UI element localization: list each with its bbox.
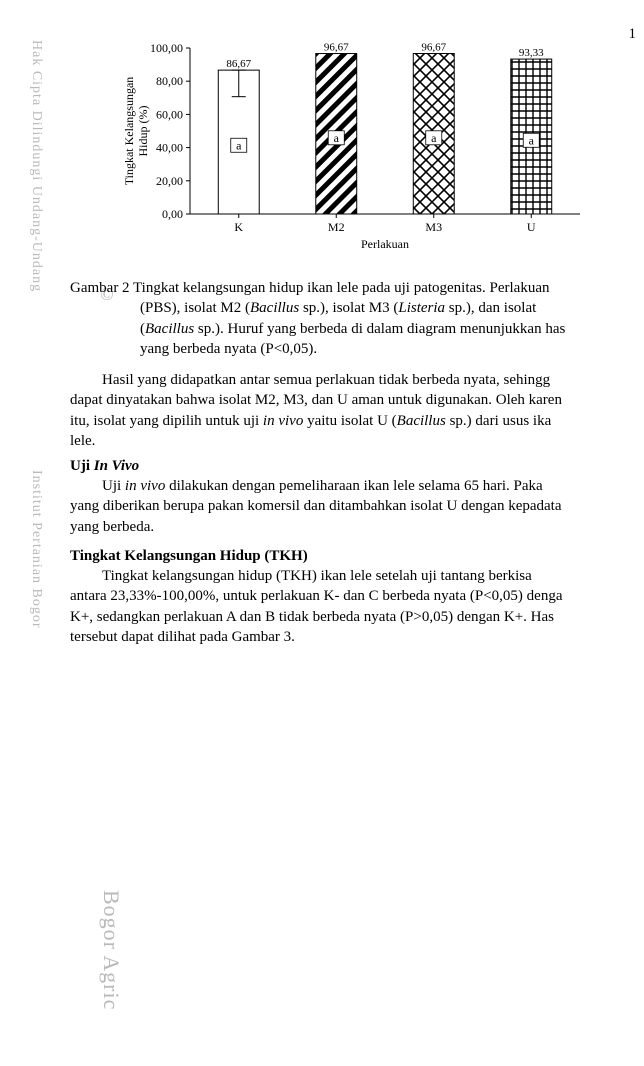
svg-text:40,00: 40,00 — [156, 141, 183, 155]
body-text: dapat dinyatakan bahwa isolat M2, M3, da… — [70, 392, 562, 408]
svg-text:a: a — [529, 133, 535, 147]
body-text: yaitu isolat U ( — [303, 413, 396, 429]
body-text: lele. — [70, 433, 95, 449]
svg-text:96,67: 96,67 — [324, 42, 349, 54]
heading-tkh: Tingkat Kelangsungan Hidup (TKH) — [70, 548, 308, 565]
body-text: Hasil yang didapatkan antar semua perlak… — [102, 372, 550, 388]
paragraph-in-vivo: Uji in vivo dilakukan dengan pemeliharaa… — [70, 476, 644, 537]
survival-chart: 0,00 20,00 40,00 60,00 80,00 100,00 Tingkat Ke… — [120, 34, 590, 254]
paragraph-patogenitas: Hasil yang didapatkan antar semua perlak… — [70, 370, 644, 451]
caption-italic: Listeria — [398, 300, 445, 316]
body-text: K+, sedangkan perlakuan A dan B tidak be… — [70, 609, 554, 625]
heading-italic: In Vivo — [94, 458, 139, 474]
caption-text: (PBS), isolat M2 ( — [140, 300, 250, 316]
watermark-copyright: Hak Cipta Dilindungi Undang-Undang — [26, 40, 44, 440]
figure-caption: Gambar 2 Tingkat kelangsungan hidup ikan… — [70, 278, 644, 359]
svg-text:0,00: 0,00 — [162, 207, 183, 221]
body-text: yang berbeda. — [70, 519, 154, 535]
body-text: Tingkat kelangsungan hidup (TKH) ikan le… — [102, 568, 532, 584]
caption-text: yang berbeda nyata (P<0,05). — [140, 341, 317, 357]
body-text: dilakukan dengan pemeliharaan ikan lele … — [165, 478, 542, 494]
paragraph-tkh: Tingkat kelangsungan hidup (TKH) ikan le… — [70, 566, 644, 647]
svg-text:60,00: 60,00 — [156, 107, 183, 121]
watermark-ipb: Institut Pertanian Bogor — [26, 470, 44, 629]
svg-text:86,67: 86,67 — [226, 58, 251, 70]
svg-text:a: a — [431, 131, 437, 145]
body-italic: in vivo — [263, 413, 303, 429]
caption-italic: Bacillus — [145, 321, 194, 337]
svg-text:K: K — [234, 220, 243, 234]
caption-text: sp.), isolat M3 ( — [299, 300, 398, 316]
svg-text:a: a — [236, 138, 242, 152]
body-italic: in vivo — [125, 478, 165, 494]
svg-text:100,00: 100,00 — [150, 41, 183, 55]
body-text: tersebut dapat dilihat pada Gambar 3. — [70, 629, 295, 645]
caption-text: sp.). Huruf yang berbeda di dalam diagra… — [194, 321, 565, 337]
body-text: antara 23,33%-100,00%, untuk perlakuan K… — [70, 588, 562, 604]
heading-text: Uji — [70, 458, 94, 474]
body-text: itu, isolat yang dipilih untuk uji — [70, 413, 263, 429]
svg-text:20,00: 20,00 — [156, 174, 183, 188]
svg-text:U: U — [527, 220, 536, 234]
body-text: sp.) dari usus ika — [446, 413, 551, 429]
svg-text:Perlakuan: Perlakuan — [361, 237, 409, 251]
body-text: yang diberikan berupa pakan komersil dan… — [70, 498, 562, 514]
watermark-bogor: Bogor Agric — [98, 890, 124, 1010]
caption-italic: Bacillus — [250, 300, 299, 316]
svg-text:M3: M3 — [425, 220, 442, 234]
svg-text:a: a — [334, 131, 340, 145]
svg-text:96,67: 96,67 — [421, 42, 446, 54]
heading-uji-in-vivo: Uji In Vivo — [70, 458, 139, 475]
caption-text: sp.), dan isolat — [445, 300, 536, 316]
svg-text:Tingkat KelangsunganHidup (%): Tingkat KelangsunganHidup (%) — [122, 77, 150, 186]
caption-text: Gambar 2 Tingkat kelangsungan hidup ikan… — [70, 280, 549, 296]
svg-text:80,00: 80,00 — [156, 74, 183, 88]
svg-text:93,33: 93,33 — [519, 47, 544, 59]
page-number: 1 — [629, 26, 637, 43]
body-text: Uji — [102, 478, 125, 494]
body-italic: Bacillus — [397, 413, 446, 429]
svg-text:M2: M2 — [328, 220, 345, 234]
